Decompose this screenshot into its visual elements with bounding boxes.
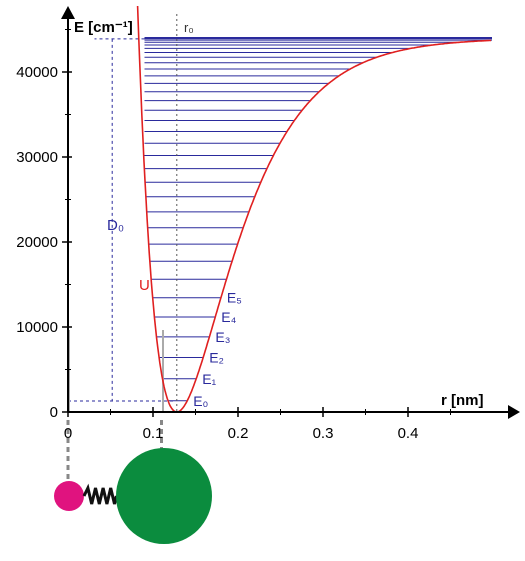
- x-axis-title: r [nm]: [441, 392, 484, 409]
- x-ticks: 0 0.1 0.2 0.3 0.4: [64, 407, 451, 442]
- y-tick-label-2: 20000: [16, 234, 58, 251]
- y-ticks: 0 10000 20000 30000 40000: [16, 29, 72, 421]
- energy-level-labels: E₀ E₁ E₂ E₃ E₄ E₅: [193, 290, 242, 409]
- curve-label-U: U: [139, 277, 150, 294]
- axes: [61, 6, 520, 419]
- equilibrium-distance-label: r₀: [184, 20, 194, 35]
- potential-curve: [136, 5, 492, 413]
- energy-level-label-2: E₂: [209, 350, 224, 366]
- x-tick-label-4: 0.4: [398, 425, 419, 442]
- y-tick-label-3: 30000: [16, 149, 58, 166]
- diatomic-molecule-illustration: [54, 448, 212, 544]
- x-tick-label-0: 0: [64, 425, 72, 442]
- energy-level-label-1: E₁: [202, 371, 216, 387]
- energy-level-label-3: E₃: [215, 329, 230, 345]
- energy-level-label-5: E₅: [227, 290, 242, 306]
- potential-curve-layer: [136, 5, 492, 413]
- y-axis-arrow: [61, 6, 75, 19]
- y-tick-label-0: 0: [50, 404, 58, 421]
- x-tick-label-1: 0.1: [143, 425, 164, 442]
- chart-labels: E [cm⁻¹] r [nm] U D₀ r₀: [74, 19, 484, 409]
- guide-lines: [66, 14, 178, 485]
- dissociation-energy-label: D₀: [107, 217, 124, 234]
- spring-bond: [82, 483, 118, 505]
- small-atom: [54, 481, 84, 511]
- energy-level-label-4: E₄: [221, 309, 236, 325]
- energy-level-label-0: E₀: [193, 393, 208, 409]
- x-tick-label-3: 0.3: [313, 425, 334, 442]
- x-axis-arrow: [508, 405, 520, 419]
- vibrational-levels: [144, 37, 492, 402]
- x-tick-label-2: 0.2: [228, 425, 249, 442]
- y-tick-label-4: 40000: [16, 64, 58, 81]
- y-axis-title: E [cm⁻¹]: [74, 19, 133, 36]
- large-atom: [116, 448, 212, 544]
- y-tick-label-1: 10000: [16, 319, 58, 336]
